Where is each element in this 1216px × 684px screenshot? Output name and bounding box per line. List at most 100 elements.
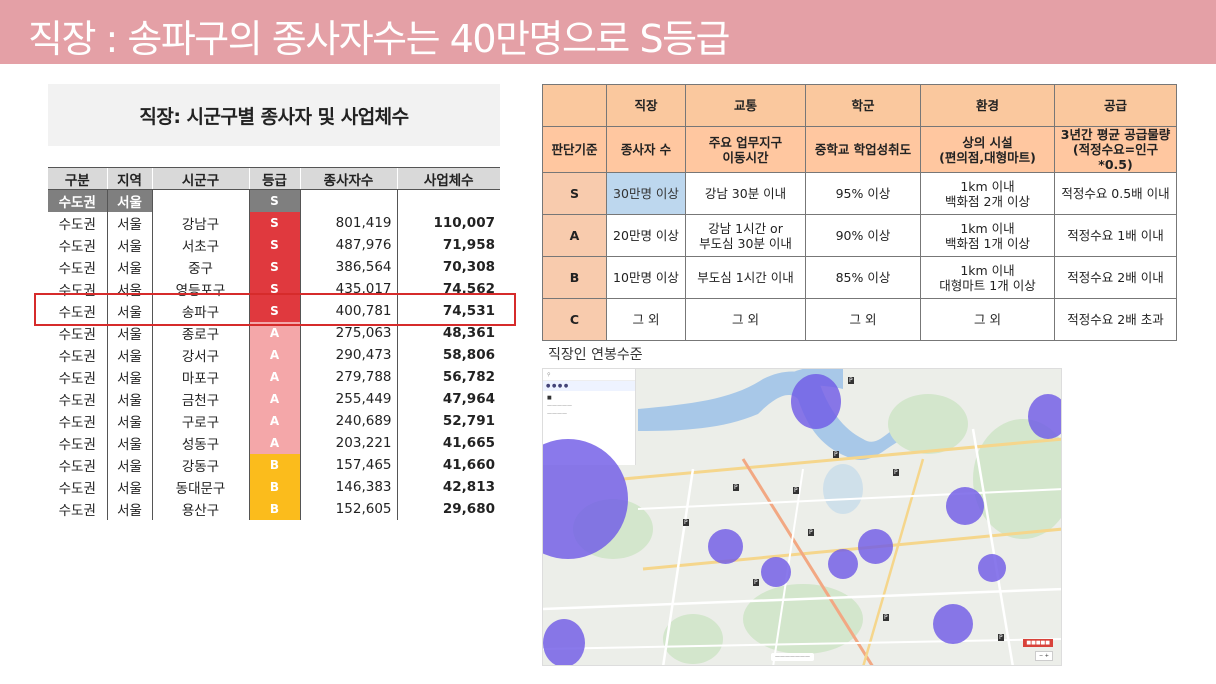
table-row: 수도권 서울 마포구 A 279,788 56,782 xyxy=(48,365,500,388)
salary-bubble[interactable] xyxy=(978,554,1006,582)
criteria-cell: 85% 이상 xyxy=(805,256,921,299)
salary-bubble[interactable] xyxy=(1028,394,1061,439)
criteria-header: 직장 xyxy=(606,84,686,127)
row-category: 수도권 xyxy=(58,260,96,277)
row-businesses: 47,964 xyxy=(396,387,500,410)
row-category: 수도권 xyxy=(58,392,96,409)
map-pin-icon[interactable]: P xyxy=(808,529,814,536)
map-pin-icon[interactable]: P xyxy=(733,484,739,491)
salary-bubble[interactable] xyxy=(761,557,791,587)
row-businesses: 41,660 xyxy=(396,453,500,476)
map-pin-icon[interactable]: P xyxy=(683,519,689,526)
salary-bubble[interactable] xyxy=(708,529,743,564)
row-businesses: 29,680 xyxy=(396,497,500,520)
row-employees: 240,689 xyxy=(299,409,397,432)
map-pin-icon[interactable]: P xyxy=(883,614,889,621)
salary-bubble[interactable] xyxy=(933,604,973,644)
map-pin-icon[interactable]: P xyxy=(793,487,799,494)
criteria-cell: 강남 1시간 or 부도심 30분 이내 xyxy=(685,214,806,257)
region-row: 수도권 서울 S xyxy=(48,189,500,212)
criteria-row: S 30만명 이상 강남 30분 이내 95% 이상 1km 이내 백화점 2개 이상 적… xyxy=(542,172,1177,215)
table-row: 수도권 서울 강동구 B 157,465 41,660 xyxy=(48,453,500,476)
row-area: 서울 xyxy=(106,365,152,388)
map-pin-icon[interactable]: P xyxy=(848,377,854,384)
criteria-header: 교통 xyxy=(685,84,806,127)
row-businesses: 58,806 xyxy=(396,343,500,366)
park-area xyxy=(888,394,968,454)
map-pin-icon[interactable]: P xyxy=(893,469,899,476)
row-businesses: 41,665 xyxy=(396,431,500,454)
map-action-button[interactable]: ■■■■■ xyxy=(1023,639,1053,647)
grade-badge: B xyxy=(248,475,300,498)
criteria-level: B xyxy=(542,256,607,299)
criteria-cell: 1km 이내 대형마트 1개 이상 xyxy=(920,256,1055,299)
criteria-row: B 10만명 이상 부도심 1시간 이내 85% 이상 1km 이내 대형마트 1개 이… xyxy=(542,256,1177,299)
criteria-subheader: 판단기준 xyxy=(542,126,607,173)
grade-badge: A xyxy=(248,431,300,454)
criteria-cell: 그 외 xyxy=(685,298,806,341)
map-filter-tabs[interactable]: ● ● ● ● xyxy=(543,381,635,391)
row-employees: 386,564 xyxy=(299,255,397,278)
han-river xyxy=(638,371,903,460)
row-category: 수도권 xyxy=(58,304,96,321)
row-area: 서울 xyxy=(106,409,152,432)
row-district: 강서구 xyxy=(151,343,249,366)
table-row: 수도권 서울 금천구 A 255,449 47,964 xyxy=(48,387,500,410)
map-scale-bar: ——————— xyxy=(771,653,814,661)
salary-bubble[interactable] xyxy=(543,619,585,665)
row-businesses: 74,531 xyxy=(396,299,500,322)
row-district: 강동구 xyxy=(151,453,249,476)
map-zoom-control[interactable]: − + xyxy=(1035,651,1053,661)
salary-bubble[interactable] xyxy=(946,487,984,525)
salary-bubble[interactable] xyxy=(791,374,841,429)
map-pin-icon[interactable]: P xyxy=(833,451,839,458)
row-district: 서초구 xyxy=(151,233,249,256)
map-pin-icon[interactable]: P xyxy=(998,634,1004,641)
row-employees: 255,449 xyxy=(299,387,397,410)
criteria-cell: 적정수요 2배 초과 xyxy=(1054,298,1177,341)
row-area: 서울 xyxy=(106,211,152,234)
row-area: 서울 xyxy=(106,299,152,322)
criteria-cell: 그 외 xyxy=(805,298,921,341)
criteria-cell: 95% 이상 xyxy=(805,172,921,215)
row-employees: 279,788 xyxy=(299,365,397,388)
row-employees: 400,781 xyxy=(299,299,397,322)
region-category: 수도권 xyxy=(48,189,107,212)
criteria-subheader: 3년간 평균 공급물량 (적정수요=인구*0.5) xyxy=(1054,126,1177,173)
songpa-highlight-box xyxy=(34,293,516,326)
row-businesses: 71,958 xyxy=(396,233,500,256)
map-label: 직장인 연봉수준 xyxy=(548,347,643,363)
row-category: 수도권 xyxy=(58,326,96,343)
salary-bubble[interactable] xyxy=(828,549,858,579)
table-row: 수도권 서울 성동구 A 203,221 41,665 xyxy=(48,431,500,454)
table-row: 수도권 서울 강서구 A 290,473 58,806 xyxy=(48,343,500,366)
grade-badge: S xyxy=(248,233,300,256)
grade-badge: S xyxy=(248,189,300,212)
criteria-cell: 10만명 이상 xyxy=(606,256,686,299)
criteria-table: 직장 교통 학군 환경 공급 판단기준 종사자 수 주요 업무지구 이동시간 중학교 … xyxy=(542,84,1177,341)
row-area: 서울 xyxy=(106,497,152,520)
row-category: 수도권 xyxy=(58,502,96,519)
grade-badge: A xyxy=(248,365,300,388)
column-header: 지역 xyxy=(106,167,152,190)
criteria-header-row: 직장 교통 학군 환경 공급 xyxy=(542,84,1177,127)
row-businesses: 56,782 xyxy=(396,365,500,388)
column-header: 시군구 xyxy=(151,167,249,190)
map-search-bar[interactable]: ⚲ xyxy=(543,369,635,381)
column-header: 등급 xyxy=(248,167,300,190)
criteria-cell: 그 외 xyxy=(606,298,686,341)
column-header: 구분 xyxy=(48,167,107,190)
criteria-level: C xyxy=(542,298,607,341)
salary-bubble[interactable] xyxy=(858,529,893,564)
row-area: 서울 xyxy=(106,387,152,410)
map-pin-icon[interactable]: P xyxy=(753,579,759,586)
employment-table-title-box: 직장: 시군구별 종사자 및 사업체수 xyxy=(48,84,500,146)
criteria-cell: 부도심 1시간 이내 xyxy=(685,256,806,299)
table-row: 수도권 서울 용산구 B 152,605 29,680 xyxy=(48,497,500,520)
criteria-level: A xyxy=(542,214,607,257)
row-employees: 152,605 xyxy=(299,497,397,520)
salary-map[interactable]: ⚲ ● ● ● ● ■ ————— ———— P P P P P P P P P… xyxy=(542,368,1062,666)
grade-badge: B xyxy=(248,497,300,520)
row-category: 수도권 xyxy=(58,348,96,365)
